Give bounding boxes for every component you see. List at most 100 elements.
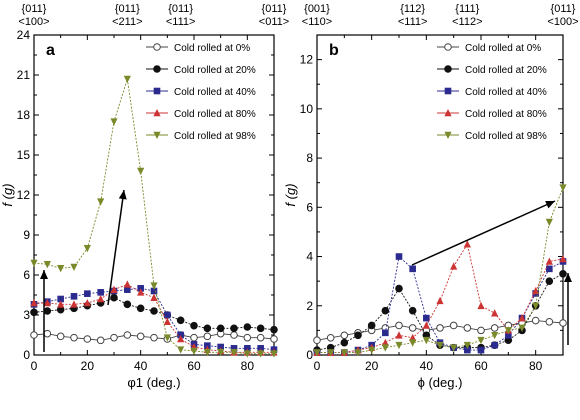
orientation-plane-label: {011} bbox=[551, 3, 576, 15]
data-point bbox=[230, 349, 238, 357]
data-point bbox=[57, 295, 64, 303]
data-point bbox=[216, 324, 225, 333]
data-point bbox=[70, 333, 78, 342]
series-line bbox=[317, 255, 564, 353]
data-point bbox=[490, 324, 499, 332]
data-point bbox=[110, 293, 118, 302]
x-tick-label: 0 bbox=[314, 359, 321, 373]
data-point bbox=[409, 265, 416, 273]
y-tick-label: 15 bbox=[17, 148, 31, 162]
data-point bbox=[395, 253, 403, 260]
y-tick-label: 4 bbox=[306, 250, 313, 264]
data-point bbox=[449, 321, 458, 330]
data-point bbox=[491, 332, 499, 340]
x-axis-label: ϕ (deg.) bbox=[418, 375, 463, 390]
y-tick-label: 24 bbox=[17, 28, 31, 42]
x-tick-label: 0 bbox=[31, 359, 38, 373]
legend-label: Cold rolled at 80% bbox=[174, 109, 256, 120]
data-point bbox=[83, 299, 91, 307]
legend-marker bbox=[444, 131, 452, 139]
data-point bbox=[30, 259, 38, 267]
data-point bbox=[123, 75, 131, 83]
legend-marker bbox=[444, 43, 452, 51]
orientation-direction-label: <111> bbox=[398, 16, 428, 28]
data-point bbox=[136, 304, 145, 313]
y-tick-label: 9 bbox=[23, 228, 30, 242]
data-point bbox=[150, 333, 158, 342]
data-point bbox=[150, 282, 158, 290]
data-point bbox=[340, 349, 348, 357]
legend-label: Cold rolled at 0% bbox=[174, 43, 250, 54]
data-point bbox=[504, 327, 512, 335]
data-point bbox=[505, 332, 512, 339]
data-point bbox=[43, 329, 52, 338]
y-tick-label: 12 bbox=[300, 53, 314, 67]
data-point bbox=[150, 293, 158, 301]
data-point bbox=[463, 240, 471, 248]
data-point bbox=[423, 314, 430, 322]
data-point bbox=[230, 345, 238, 352]
arrow-panel-b-vertical-head bbox=[564, 273, 572, 282]
plot-frame bbox=[33, 34, 275, 356]
arrow-panel-a-diagonal-head bbox=[118, 190, 127, 200]
data-point bbox=[230, 324, 238, 333]
data-point bbox=[137, 167, 145, 175]
data-point bbox=[43, 307, 52, 315]
orientation-direction-label: <110> bbox=[302, 16, 332, 28]
data-point bbox=[436, 324, 444, 332]
legend-label: Cold rolled at 98% bbox=[465, 131, 547, 142]
data-point bbox=[230, 331, 238, 339]
data-point bbox=[110, 285, 118, 293]
x-tick-label: 80 bbox=[241, 359, 255, 373]
data-point bbox=[463, 324, 472, 332]
data-point bbox=[96, 336, 105, 345]
data-point bbox=[43, 299, 51, 307]
data-point bbox=[243, 350, 251, 358]
legend-marker bbox=[153, 131, 161, 139]
y-axis-label: f (g) bbox=[283, 183, 298, 206]
y-tick-label: 18 bbox=[17, 108, 31, 122]
data-point bbox=[313, 336, 321, 345]
data-point bbox=[70, 300, 78, 308]
legend-marker bbox=[153, 43, 161, 51]
data-point bbox=[395, 284, 403, 293]
data-point bbox=[450, 344, 458, 352]
data-point bbox=[30, 299, 38, 307]
data-point bbox=[84, 290, 91, 297]
data-point bbox=[270, 335, 278, 343]
legend-marker bbox=[444, 65, 452, 73]
data-point bbox=[110, 333, 118, 342]
data-point bbox=[559, 184, 567, 192]
orientation-plane-label: {001} bbox=[304, 3, 330, 15]
arrow-panel-b-diagonal-head bbox=[545, 201, 555, 209]
y-tick-label: 12 bbox=[17, 188, 31, 202]
data-point bbox=[532, 302, 540, 310]
data-point bbox=[137, 285, 144, 292]
data-point bbox=[381, 344, 389, 352]
data-point bbox=[326, 333, 335, 342]
data-point bbox=[518, 314, 526, 322]
data-point bbox=[559, 319, 567, 327]
data-point bbox=[244, 345, 251, 352]
data-point bbox=[270, 350, 278, 358]
x-tick-label: 80 bbox=[529, 359, 543, 373]
data-point bbox=[327, 349, 335, 357]
data-point bbox=[257, 345, 264, 352]
data-point bbox=[163, 317, 171, 325]
legend-marker bbox=[153, 87, 161, 95]
data-point bbox=[243, 323, 252, 331]
data-point bbox=[110, 118, 118, 126]
data-point bbox=[123, 280, 131, 288]
data-point bbox=[150, 307, 158, 315]
orientation-direction-label: <112> bbox=[452, 16, 482, 28]
panel-a: 0 20 40 60 80 0 3 6 9 12 15 18 21 24 φ1 (deg.) f (g) a {0… bbox=[0, 3, 289, 390]
data-point bbox=[408, 306, 417, 315]
data-point bbox=[256, 324, 265, 333]
data-point bbox=[123, 331, 132, 339]
legend-label: Cold rolled at 80% bbox=[465, 109, 547, 120]
data-point bbox=[545, 317, 554, 326]
data-point bbox=[395, 331, 403, 339]
data-point bbox=[367, 321, 376, 330]
data-point bbox=[256, 333, 265, 342]
data-point bbox=[203, 332, 212, 341]
